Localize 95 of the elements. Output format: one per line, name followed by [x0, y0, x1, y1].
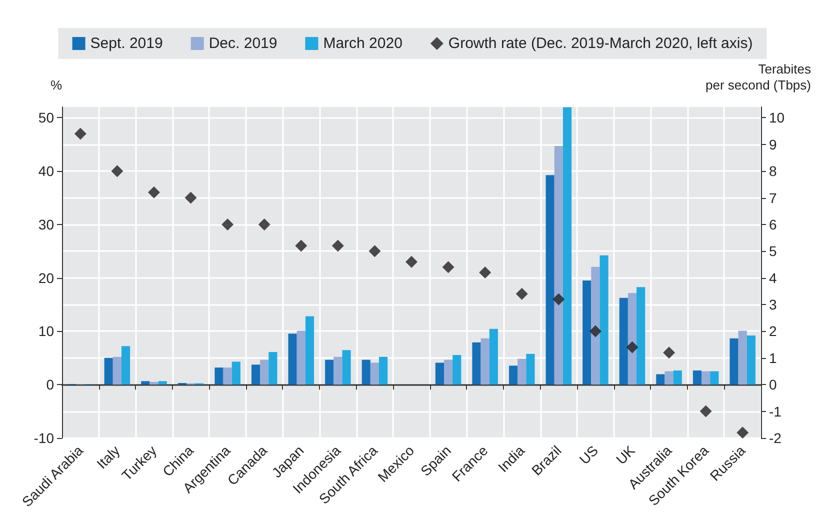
point — [184, 192, 197, 204]
bar — [334, 356, 342, 385]
bar — [710, 371, 719, 385]
legend-label: Growth rate (Dec. 2019-March 2020, left axis) — [448, 35, 753, 52]
y-tick-label: 10 — [38, 323, 54, 340]
y-tick-label: 30 — [38, 216, 54, 232]
bar — [518, 358, 526, 385]
bar — [223, 368, 232, 385]
y2-tick-label: -1 — [769, 403, 782, 420]
bar — [444, 360, 453, 385]
bar — [582, 280, 592, 385]
bar — [121, 346, 130, 385]
legend-label: Sept. 2019 — [90, 35, 163, 52]
y2-tick-label: 0 — [769, 376, 777, 393]
bar — [480, 338, 490, 385]
bar — [288, 334, 297, 385]
bar — [628, 293, 637, 385]
bar — [600, 255, 608, 385]
y2-tick-label: 4 — [769, 270, 777, 286]
bar — [342, 350, 351, 385]
bar — [489, 328, 498, 385]
y2-tick-label: 5 — [769, 243, 777, 260]
bar — [664, 371, 674, 385]
point — [479, 266, 492, 278]
bar — [692, 370, 702, 385]
y2-tick-label: -2 — [769, 430, 782, 446]
bar — [656, 374, 665, 385]
bar — [370, 362, 380, 385]
point — [332, 240, 344, 252]
bar — [260, 360, 269, 385]
legend-label: Dec. 2019 — [208, 35, 278, 52]
bar — [112, 356, 122, 385]
y2-tick-label: 1 — [769, 350, 777, 366]
bar — [619, 298, 628, 385]
point — [736, 426, 749, 439]
point — [589, 325, 602, 338]
bar — [591, 266, 600, 385]
point — [700, 405, 712, 418]
point — [516, 288, 528, 300]
y2-tick-label: 10 — [769, 110, 785, 126]
y-tick-label: -10 — [34, 430, 54, 446]
bar — [104, 358, 113, 385]
y-axis-title: % — [50, 78, 62, 92]
point — [111, 165, 124, 178]
x-tick-label: Italy — [93, 442, 123, 472]
point — [258, 218, 270, 230]
point — [74, 128, 86, 140]
bar — [305, 316, 314, 385]
bar — [251, 364, 260, 385]
x-tick-label: US — [576, 442, 602, 468]
y2-tick-label: 3 — [769, 296, 777, 313]
y-tick-label: 20 — [38, 270, 54, 286]
point — [663, 346, 676, 359]
bar — [472, 342, 481, 385]
y-tick-label: 40 — [38, 163, 54, 180]
point — [295, 240, 308, 252]
bar — [554, 146, 563, 385]
legend-label: March 2020 — [323, 35, 402, 52]
bar — [379, 356, 388, 385]
point — [552, 293, 565, 306]
bar — [730, 338, 738, 385]
y2-tick-label: 8 — [769, 163, 777, 180]
bar — [362, 360, 370, 385]
bar — [214, 368, 224, 385]
y-tick-label: 50 — [38, 110, 54, 126]
point — [222, 218, 234, 230]
bar — [636, 287, 646, 385]
bar — [435, 362, 444, 385]
bar — [546, 175, 554, 385]
bar — [325, 360, 334, 385]
bar — [268, 352, 278, 385]
bar — [150, 382, 158, 385]
y2-tick-label: 6 — [769, 216, 777, 232]
bar — [673, 370, 682, 385]
bar — [158, 381, 167, 385]
point — [442, 261, 454, 274]
bar — [738, 330, 747, 385]
bar — [141, 381, 150, 385]
y2-tick-label: 2 — [769, 323, 777, 340]
point — [406, 256, 418, 268]
point — [148, 186, 160, 198]
y2-axis-title: Terabites per second (Tbps) — [706, 62, 812, 92]
bar — [452, 354, 462, 385]
bar — [526, 354, 535, 385]
y2-tick-label: 7 — [769, 190, 777, 206]
bar — [562, 107, 572, 385]
bar — [508, 366, 518, 385]
bar — [296, 330, 306, 385]
y2-tick-label: 9 — [769, 136, 777, 152]
y-tick-label: 0 — [46, 376, 54, 393]
point — [368, 245, 381, 258]
bar — [746, 335, 756, 385]
point — [626, 341, 638, 354]
bar — [232, 362, 240, 385]
bar — [702, 371, 710, 385]
